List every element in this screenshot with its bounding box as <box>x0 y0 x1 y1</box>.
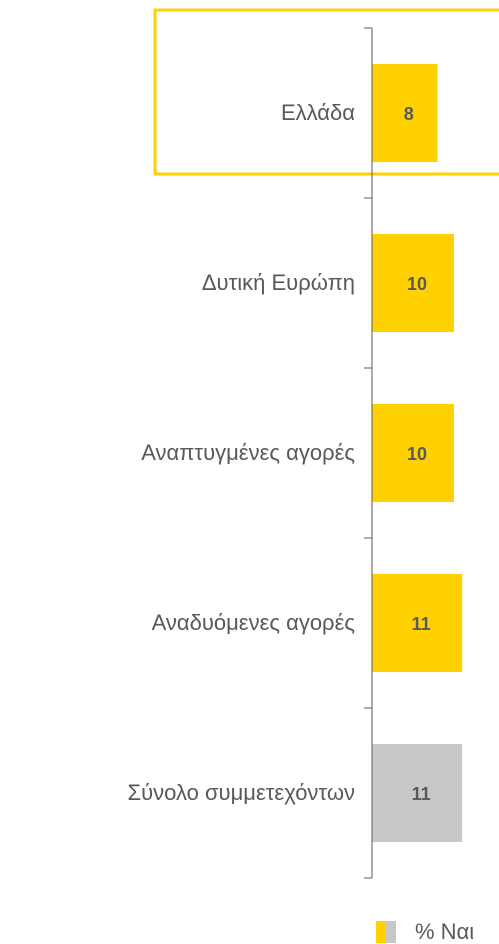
value-label: 11 <box>412 784 431 804</box>
bar <box>372 404 454 502</box>
bar <box>372 234 454 332</box>
category-label: Αναπτυγμένες αγορές <box>141 440 355 465</box>
highlight-box <box>153 8 499 176</box>
legend-swatch <box>386 921 396 943</box>
category-label: Ελλάδα <box>281 100 355 125</box>
category-label: Σύνολο συμμετεχόντων <box>128 780 355 805</box>
value-label: 8 <box>404 104 414 124</box>
legend-label: % Ναι <box>415 919 474 944</box>
bar <box>372 64 438 162</box>
value-label: 10 <box>407 274 427 294</box>
value-label: 11 <box>412 614 431 634</box>
bar <box>372 574 463 672</box>
category-label: Δυτική Ευρώπη <box>202 270 355 295</box>
bar <box>372 744 463 842</box>
legend-swatch <box>376 921 386 943</box>
category-label: Αναδυόμενες αγορές <box>152 610 355 635</box>
value-label: 10 <box>407 444 427 464</box>
